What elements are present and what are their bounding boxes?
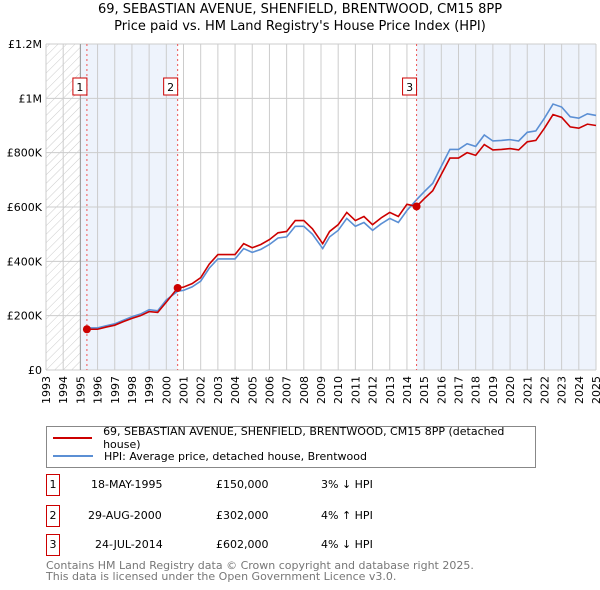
x-tick-label: 2001 [178, 376, 191, 404]
x-tick-label: 1996 [92, 376, 105, 404]
x-tick-label: 2021 [521, 376, 534, 404]
x-tick-label: 1998 [126, 376, 139, 404]
y-tick-label: £0 [28, 364, 42, 377]
sale-row: 1 18-MAY-1995 £150,000 3% ↓ HPI [46, 474, 546, 496]
sale-point [412, 202, 421, 211]
x-tick-label: 1999 [143, 376, 156, 404]
footer: Contains HM Land Registry data © Crown c… [46, 560, 474, 582]
x-tick-label: 2013 [384, 376, 397, 404]
y-tick-label: £600K [7, 201, 43, 214]
chart-subtitle: Price paid vs. HM Land Registry's House … [114, 19, 486, 34]
sale-marker: 2 [46, 505, 60, 527]
x-tick-label: 2017 [453, 376, 466, 404]
legend-swatch-price [53, 437, 93, 439]
y-tick-label: £1M [19, 92, 43, 105]
sale-price: £150,000 [216, 478, 269, 491]
sale-date: 29-AUG-2000 [88, 509, 162, 522]
sale-row: 2 29-AUG-2000 £302,000 4% ↑ HPI [46, 505, 546, 527]
x-tick-label: 2015 [418, 376, 431, 404]
chart-title: 69, SEBASTIAN AVENUE, SHENFIELD, BRENTWO… [97, 2, 503, 17]
price-chart: 1993 1994 1995 1996 1997 1998 1999 2000 2001 2002… [7, 38, 600, 404]
y-tick-label: £800K [7, 147, 43, 160]
x-tick-label: 2008 [298, 376, 311, 404]
x-tick-label: 2010 [332, 376, 345, 404]
sale-hpi: 4% ↓ HPI [321, 538, 373, 551]
x-tick-label: 2004 [229, 376, 242, 404]
sale-label-box [402, 77, 418, 96]
x-tick-label: 1993 [40, 376, 53, 404]
x-tick-label: 2009 [315, 376, 328, 404]
legend: 69, SEBASTIAN AVENUE, SHENFIELD, BRENTWO… [46, 425, 536, 468]
x-tick-label: 2023 [556, 376, 569, 404]
x-tick-label: 2002 [195, 376, 208, 404]
legend-label-hpi: HPI: Average price, detached house, Bren… [104, 449, 367, 463]
sale-row: 3 24-JUL-2014 £602,000 4% ↓ HPI [46, 534, 546, 556]
sale-point [173, 283, 182, 292]
sale-date: 18-MAY-1995 [91, 478, 163, 491]
x-tick-label: 2003 [212, 376, 225, 404]
sale-hpi: 3% ↓ HPI [321, 478, 373, 491]
footer-copyright: Contains HM Land Registry data © Crown c… [46, 559, 474, 572]
sale-price: £302,000 [216, 509, 269, 522]
sale-date: 24-JUL-2014 [95, 538, 163, 551]
sale-label-box [163, 77, 179, 96]
x-tick-label: 2007 [281, 376, 294, 404]
x-tick-label: 2000 [160, 376, 173, 404]
x-tick-label: 2022 [538, 376, 551, 404]
legend-item-hpi: HPI: Average price, detached house, Bren… [53, 448, 367, 464]
x-tick-label: 2011 [349, 376, 362, 404]
x-tick-label: 2005 [246, 376, 259, 404]
x-tick-label: 2018 [470, 376, 483, 404]
x-tick-label: 1995 [74, 376, 87, 404]
sale-hpi: 4% ↑ HPI [321, 509, 373, 522]
x-tick-label: 2012 [367, 376, 380, 404]
footer-licence: This data is licensed under the Open Gov… [46, 570, 397, 583]
legend-label-price: 69, SEBASTIAN AVENUE, SHENFIELD, BRENTWO… [103, 425, 505, 451]
x-tick-label: 2025 [590, 376, 600, 404]
sale-marker: 1 [46, 474, 60, 496]
sale-point [82, 325, 91, 334]
x-tick-label: 2016 [435, 376, 448, 404]
sale-price: £602,000 [216, 538, 269, 551]
series-line-hpi [86, 103, 597, 329]
sale-marker: 3 [46, 534, 60, 556]
x-tick-label: 1994 [57, 376, 70, 404]
sale-label: 1 [76, 81, 83, 94]
y-tick-label: £400K [7, 255, 43, 268]
x-tick-label: 1997 [109, 376, 122, 404]
sale-label: 3 [406, 81, 413, 94]
sale-label: 2 [167, 81, 174, 94]
sale-label-box [72, 77, 88, 96]
legend-item-price: 69, SEBASTIAN AVENUE, SHENFIELD, BRENTWO… [53, 425, 535, 451]
x-tick-label: 2019 [487, 376, 500, 404]
legend-swatch-hpi [53, 455, 93, 457]
y-tick-label: £1.2M [8, 38, 42, 51]
x-tick-label: 2014 [401, 376, 414, 404]
y-tick-label: £200K [7, 310, 43, 323]
x-tick-label: 2020 [504, 376, 517, 404]
x-tick-label: 2024 [573, 376, 586, 404]
x-tick-label: 2006 [263, 376, 276, 404]
